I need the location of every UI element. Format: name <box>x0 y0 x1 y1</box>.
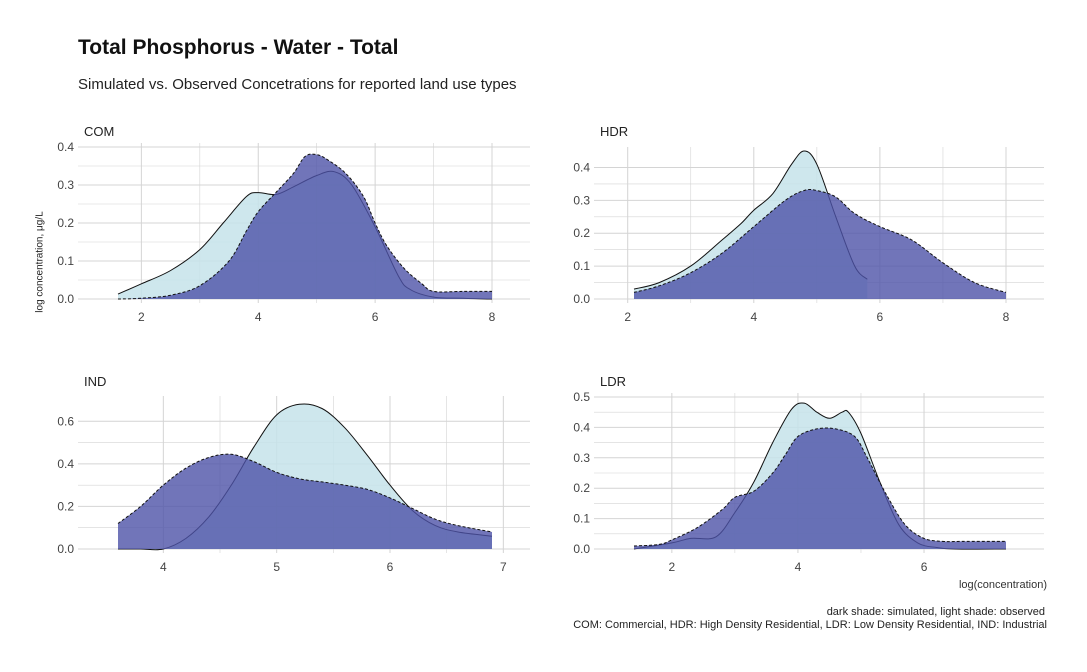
y-tick-label: 0.4 <box>57 140 74 154</box>
y-tick-label: 0.3 <box>573 451 590 465</box>
y-tick-label: 0.1 <box>573 259 590 273</box>
y-tick-label: 0.0 <box>573 292 590 306</box>
simulated-density-area <box>634 428 1006 549</box>
y-tick-label: 0.2 <box>573 226 590 240</box>
panel-com: 0.0 0.1 0.2 0.3 0.4 2 4 6 8 COM <box>57 124 530 324</box>
panel-strip-label: LDR <box>600 374 626 389</box>
x-tick-label: 6 <box>877 310 884 324</box>
y-tick-label: 0.4 <box>573 420 590 434</box>
x-tick-label: 2 <box>668 560 675 574</box>
y-tick-label: 0.0 <box>57 542 74 556</box>
x-tick-label: 7 <box>500 560 507 574</box>
caption-abbreviations: COM: Commercial, HDR: High Density Resid… <box>573 619 1047 631</box>
caption-shading: dark shade: simulated, light shade: obse… <box>826 606 1045 618</box>
x-tick-label: 4 <box>795 560 802 574</box>
y-tick-label: 0.1 <box>573 512 590 526</box>
y-tick-label: 0.6 <box>57 414 74 428</box>
y-tick-label: 0.4 <box>573 160 590 174</box>
chart-subtitle: Simulated vs. Observed Concetrations for… <box>78 76 517 93</box>
x-tick-label: 6 <box>387 560 394 574</box>
x-tick-label: 8 <box>1003 310 1010 324</box>
y-tick-label: 0.0 <box>573 542 590 556</box>
y-tick-label: 0.0 <box>57 292 74 306</box>
panel-ind: 0.0 0.2 0.4 0.6 4 5 6 7 IND <box>57 374 530 574</box>
simulated-density-line <box>633 188 1007 293</box>
y-tick-label: 0.4 <box>57 457 74 471</box>
panel-strip-label: IND <box>84 374 106 389</box>
y-tick-label: 0.3 <box>57 178 74 192</box>
x-axis-label: log(concentration) <box>958 579 1047 591</box>
simulated-density-area <box>634 189 1006 299</box>
x-tick-label: 4 <box>160 560 167 574</box>
panel-hdr: 0.0 0.1 0.2 0.3 0.4 2 4 6 8 HDR <box>573 124 1044 324</box>
y-tick-label: 0.5 <box>573 390 590 404</box>
panel-strip-label: HDR <box>600 124 628 139</box>
y-tick-label: 0.3 <box>573 193 590 207</box>
x-tick-label: 4 <box>255 310 262 324</box>
x-tick-label: 2 <box>624 310 631 324</box>
x-tick-label: 5 <box>273 560 280 574</box>
y-tick-label: 0.1 <box>57 254 74 268</box>
simulated-density-line <box>633 427 1006 547</box>
x-tick-label: 6 <box>921 560 928 574</box>
panel-strip-label: COM <box>84 124 114 139</box>
x-tick-label: 4 <box>750 310 757 324</box>
panel-ldr: 0.0 0.1 0.2 0.3 0.4 0.5 2 4 6 LDR <box>573 374 1044 574</box>
simulated-density-area <box>118 454 492 549</box>
x-tick-label: 6 <box>372 310 379 324</box>
simulated-density-area <box>118 154 492 299</box>
y-tick-label: 0.2 <box>573 481 590 495</box>
y-tick-label: 0.2 <box>57 216 74 230</box>
chart-title: Total Phosphorus - Water - Total <box>78 36 399 59</box>
x-tick-label: 8 <box>489 310 496 324</box>
x-tick-label: 2 <box>138 310 145 324</box>
y-tick-label: 0.2 <box>57 499 74 513</box>
